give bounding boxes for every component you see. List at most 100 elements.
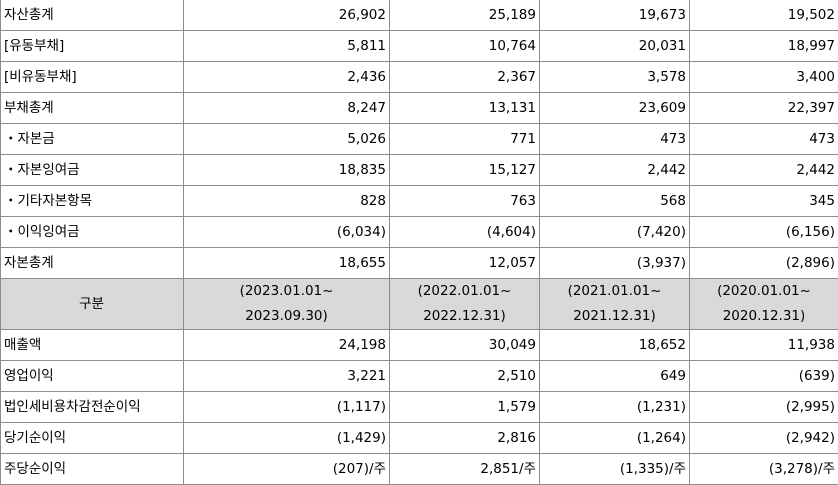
period-header-cell: (2021.01.01~2021.12.31) [540,279,690,330]
period-start: (2023.01.01~ [188,279,385,304]
row-value: 2,816 [390,423,540,454]
row-value: 18,655 [184,248,390,279]
row-value: (1,117) [184,392,390,423]
period-end: 2020.12.31) [694,304,834,329]
row-value: 473 [540,124,690,155]
row-value: 2,851/주 [390,454,540,485]
row-value: 1,579 [390,392,540,423]
row-value: 473 [690,124,838,155]
period-header-cell: (2023.01.01~2023.09.30) [184,279,390,330]
row-value: 568 [540,186,690,217]
row-value: 5,026 [184,124,390,155]
table-row: 당기순이익(1,429)2,816(1,264)(2,942) [1,423,838,454]
period-header-cell: (2022.01.01~2022.12.31) [390,279,540,330]
row-value: 2,436 [184,62,390,93]
row-value: 3,578 [540,62,690,93]
row-value: (6,034) [184,217,390,248]
row-value: 3,221 [184,361,390,392]
row-label: 영업이익 [1,361,184,392]
row-value: 12,057 [390,248,540,279]
row-value: (2,896) [690,248,838,279]
period-end: 2023.09.30) [188,304,385,329]
period-header-cell: (2020.01.01~2020.12.31) [690,279,838,330]
row-label: ・자본잉여금 [1,155,184,186]
row-value: 13,131 [390,93,540,124]
row-label: 자본총계 [1,248,184,279]
row-label: ・기타자본항목 [1,186,184,217]
row-label: 법인세비용차감전순이익 [1,392,184,423]
row-value: 19,673 [540,0,690,31]
row-value: (1,335)/주 [540,454,690,485]
row-value: 15,127 [390,155,540,186]
row-label: ・자본금 [1,124,184,155]
row-value: 20,031 [540,31,690,62]
row-value: 30,049 [390,330,540,361]
row-value: 2,367 [390,62,540,93]
row-label: 주당순이익 [1,454,184,485]
row-value: (1,264) [540,423,690,454]
period-end: 2022.12.31) [394,304,535,329]
row-value: 649 [540,361,690,392]
row-value: 345 [690,186,838,217]
row-value: (3,278)/주 [690,454,838,485]
row-label: [비유동부채] [1,62,184,93]
row-value: 26,902 [184,0,390,31]
row-value: 3,400 [690,62,838,93]
row-label: 자산총계 [1,0,184,31]
table-row: ・이익잉여금(6,034)(4,604)(7,420)(6,156) [1,217,838,248]
row-label: 부채총계 [1,93,184,124]
row-value: 828 [184,186,390,217]
row-label: ・이익잉여금 [1,217,184,248]
row-value: (4,604) [390,217,540,248]
row-value: 2,442 [690,155,838,186]
row-value: 25,189 [390,0,540,31]
period-start: (2020.01.01~ [694,279,834,304]
period-end: 2021.12.31) [544,304,685,329]
row-value: 5,811 [184,31,390,62]
row-value: (639) [690,361,838,392]
period-start: (2021.01.01~ [544,279,685,304]
table-row: 법인세비용차감전순이익(1,117)1,579(1,231)(2,995) [1,392,838,423]
row-value: (207)/주 [184,454,390,485]
period-start: (2022.01.01~ [394,279,535,304]
row-value: 18,835 [184,155,390,186]
row-value: (1,231) [540,392,690,423]
row-value: 24,198 [184,330,390,361]
row-value: 18,652 [540,330,690,361]
row-value: (1,429) [184,423,390,454]
row-value: 763 [390,186,540,217]
row-label: 당기순이익 [1,423,184,454]
header-label: 구분 [1,279,184,330]
row-label: [유동부채] [1,31,184,62]
row-value: (6,156) [690,217,838,248]
row-value: (7,420) [540,217,690,248]
row-value: (3,937) [540,248,690,279]
row-value: 23,609 [540,93,690,124]
row-value: (2,995) [690,392,838,423]
row-value: 22,397 [690,93,838,124]
row-value: 8,247 [184,93,390,124]
row-value: 18,997 [690,31,838,62]
period-header-row: 구분(2023.01.01~2023.09.30)(2022.01.01~202… [1,279,838,330]
row-value: 10,764 [390,31,540,62]
row-value: 771 [390,124,540,155]
row-value: 19,502 [690,0,838,31]
row-value: 2,510 [390,361,540,392]
row-value: (2,942) [690,423,838,454]
row-label: 매출액 [1,330,184,361]
row-value: 11,938 [690,330,838,361]
row-value: 2,442 [540,155,690,186]
